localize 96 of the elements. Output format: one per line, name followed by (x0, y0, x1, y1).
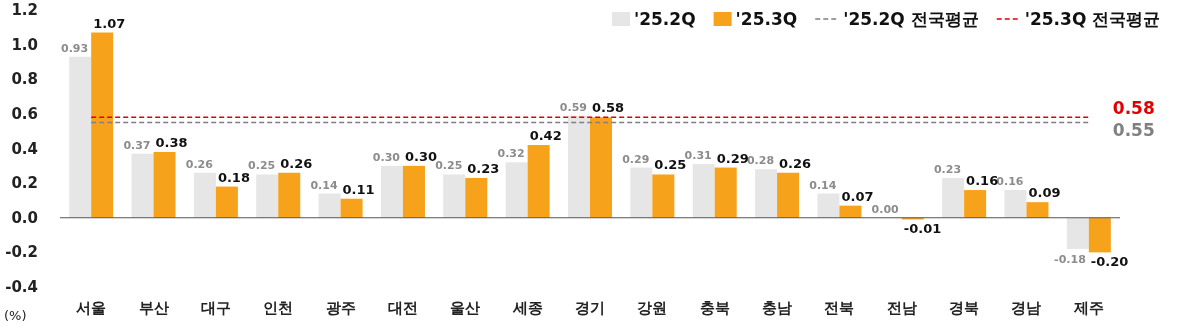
bar (193, 172, 216, 218)
bar (1066, 217, 1089, 249)
bar (318, 193, 341, 218)
x-tick-label: 충남 (762, 299, 793, 317)
bar (590, 117, 612, 218)
x-tick-label: 울산 (450, 299, 481, 317)
y-tick-label: 0.0 (11, 208, 38, 227)
bar (964, 190, 987, 218)
bar (755, 169, 778, 218)
data-label: 0.58 (1112, 98, 1155, 119)
bar (215, 186, 238, 218)
data-label: 0.23 (933, 162, 962, 176)
bar (1026, 202, 1049, 218)
x-tick-label: 대전 (387, 299, 418, 317)
data-label: 0.37 (123, 138, 151, 152)
y-tick-label: 0.8 (11, 70, 38, 89)
data-label: 0.58 (592, 100, 625, 116)
y-tick-label: -0.4 (5, 278, 38, 296)
x-tick-label: 강원 (637, 299, 668, 317)
y-tick-label: -0.2 (5, 243, 38, 262)
y-tick-label: 0.6 (11, 104, 38, 123)
bar (278, 172, 301, 218)
x-tick-label: 전북 (824, 299, 855, 317)
x-tick-label: 서울 (76, 299, 107, 317)
data-label: -0.01 (903, 221, 942, 237)
bar (527, 145, 550, 218)
data-label: -0.20 (1090, 254, 1129, 270)
legend-label: '25.3Q 전국평균 (1024, 9, 1161, 29)
data-label: 0.11 (342, 181, 375, 197)
bar (380, 165, 403, 218)
data-label: 0.29 (716, 150, 749, 166)
data-label: 0.32 (497, 147, 525, 161)
bar (402, 165, 425, 218)
data-label: 0.23 (467, 160, 500, 176)
data-label: 0.26 (185, 157, 214, 171)
data-label: 0.30 (372, 150, 401, 164)
bar (256, 174, 279, 218)
data-label: 0.42 (529, 128, 562, 144)
data-label: 0.07 (841, 188, 874, 204)
data-label: 1.07 (93, 15, 126, 31)
bar (1088, 217, 1111, 253)
data-label: 0.00 (871, 202, 900, 216)
data-label: 0.26 (280, 155, 313, 171)
bar (69, 56, 92, 218)
data-label: 0.16 (996, 175, 1024, 189)
data-label: -0.18 (1054, 252, 1086, 266)
bar (465, 177, 488, 218)
y-axis-title: (%) (4, 308, 27, 323)
bar (652, 174, 675, 218)
x-tick-label: 경북 (949, 299, 980, 317)
data-label: 0.16 (966, 173, 999, 189)
bar (1004, 190, 1027, 218)
bar (505, 162, 528, 218)
legend-label: '25.2Q 전국평균 (843, 9, 979, 29)
y-tick-label: 0.2 (11, 174, 38, 193)
x-tick-label: 충북 (699, 299, 730, 317)
bar (340, 198, 363, 218)
data-label: 0.14 (310, 178, 338, 192)
bar (91, 32, 114, 218)
x-tick-label: 인천 (263, 299, 294, 317)
data-label: 0.38 (155, 134, 188, 150)
x-tick-label: 대구 (200, 299, 231, 317)
y-tick-label: 1.2 (11, 1, 38, 19)
bar (692, 164, 715, 218)
bar (839, 205, 862, 218)
x-tick-label: 제주 (1072, 299, 1104, 317)
bar (443, 174, 466, 218)
x-tick-label: 부산 (138, 299, 169, 317)
x-tick-label: 경남 (1011, 299, 1042, 317)
data-label: 0.18 (217, 169, 250, 185)
data-label: 0.14 (809, 178, 837, 192)
data-label: 0.28 (746, 154, 775, 168)
data-label: 0.29 (622, 152, 650, 166)
bar (630, 167, 653, 218)
x-tick-label: 광주 (325, 299, 356, 317)
data-label: 0.26 (779, 155, 812, 171)
data-label: 0.09 (1028, 185, 1061, 201)
bar (568, 115, 590, 218)
bar (131, 153, 154, 218)
data-label: 0.55 (1112, 119, 1155, 140)
data-label: 0.93 (61, 41, 89, 55)
bar (777, 172, 800, 218)
x-tick-label: 세종 (511, 299, 543, 317)
x-tick-label: 경기 (575, 299, 605, 317)
data-label: 0.25 (435, 159, 463, 173)
legend-label: '25.3Q (735, 9, 798, 29)
data-label: 0.59 (559, 100, 587, 114)
bar (714, 167, 737, 218)
y-tick-label: 0.4 (11, 139, 38, 158)
legend-label: '25.2Q (634, 9, 696, 29)
data-label: 0.25 (248, 159, 276, 173)
bar (942, 177, 965, 218)
x-tick-label: 전남 (886, 299, 917, 317)
y-tick-label: 1.0 (11, 35, 38, 54)
bar (153, 151, 176, 218)
bar (817, 193, 840, 218)
